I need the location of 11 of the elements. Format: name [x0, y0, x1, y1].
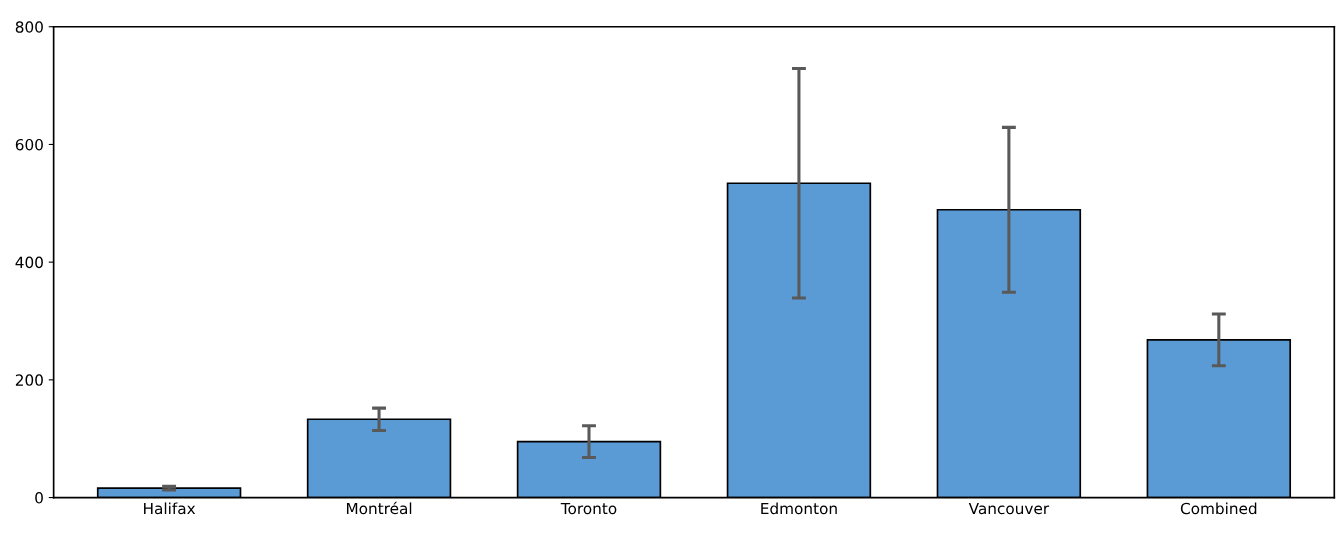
y-tick-label: 400 — [15, 256, 43, 269]
y-tick-label: 800 — [15, 21, 43, 33]
x-tick-label: Combined — [1180, 502, 1257, 515]
x-tick-label: Vancouver — [968, 502, 1050, 515]
x-tick-label: Edmonton — [761, 502, 837, 515]
y-tick-label: 200 — [15, 374, 43, 386]
y-tick-label: 600 — [15, 138, 43, 151]
x-tick-label: Toronto — [560, 502, 617, 515]
y-tick-label: 0 — [35, 492, 43, 504]
x-tick-label: Halifax — [144, 502, 196, 515]
x-tick-label: Montréal — [346, 501, 412, 515]
